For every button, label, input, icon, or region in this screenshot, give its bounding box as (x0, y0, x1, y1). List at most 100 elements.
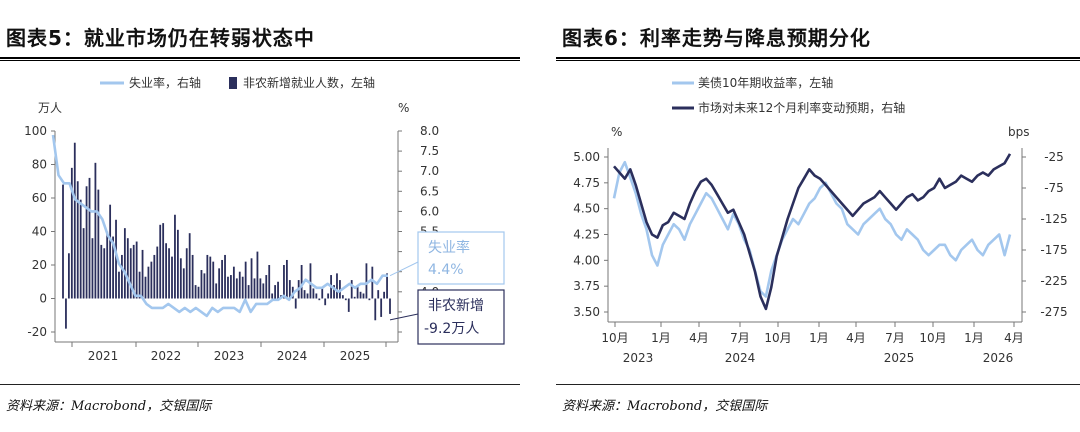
payroll-bar (374, 298, 377, 321)
payroll-bar (315, 293, 318, 299)
payroll-bar (123, 228, 126, 299)
payroll-bar (247, 285, 250, 299)
payroll-bar (82, 228, 85, 299)
left-y-tick-label: 0 (39, 292, 47, 306)
right-axis-unit: bps (1008, 125, 1030, 139)
payroll-bar (274, 285, 277, 299)
payroll-bar (115, 219, 117, 299)
annotation-value-payrolls: -9.2万人 (424, 321, 479, 337)
payroll-bar (359, 291, 362, 299)
left-y-tick-label: 20 (32, 258, 47, 272)
payroll-bar (232, 266, 235, 299)
payroll-bar (306, 293, 309, 299)
payroll-bar (141, 249, 144, 299)
payroll-bar (121, 254, 123, 299)
x-month-label: 7月 (885, 331, 905, 345)
left-y-tick-label: 60 (32, 191, 47, 205)
left-source-note: 资料来源：Macrobond，交银国际 (6, 399, 212, 414)
payroll-bar (268, 265, 271, 299)
payroll-bar (106, 231, 109, 299)
x-month-label: 1月 (964, 331, 984, 345)
payroll-bar (100, 244, 103, 299)
yield-line (612, 160, 1012, 298)
payroll-bar (182, 268, 185, 299)
x-tick-label: 2025 (340, 349, 371, 363)
annotation-leader-unemployment (389, 261, 419, 277)
left-axis-unit: % (611, 125, 622, 139)
payroll-bar (159, 224, 162, 299)
payroll-bar (241, 276, 244, 299)
payroll-bar (76, 181, 79, 299)
payroll-bar (259, 278, 262, 299)
payroll-bar (371, 266, 374, 299)
payroll-bar (365, 263, 368, 299)
payroll-bar (162, 223, 165, 299)
payroll-bar (109, 204, 112, 299)
payroll-bar (356, 286, 359, 299)
payroll-bar (185, 248, 188, 299)
payroll-bar (341, 295, 344, 299)
payroll-bar (79, 199, 82, 299)
x-month-label: 4月 (1004, 331, 1024, 345)
payroll-bar (294, 298, 297, 309)
payroll-bar (224, 254, 226, 299)
payroll-bar (386, 273, 388, 299)
payroll-bar (118, 271, 120, 299)
payroll-bar (235, 278, 238, 299)
left-title-rule-thin (0, 60, 520, 61)
payroll-bar (70, 167, 73, 299)
payroll-bar (97, 189, 100, 299)
right-y-tick-label: 7.0 (420, 164, 439, 178)
right-chart-panel: 图表6：利率走势与降息预期分化 美债10年期收益率，左轴 市场对未来12个月利率变… (556, 0, 1080, 432)
payroll-bar (67, 253, 70, 299)
payroll-bar (336, 273, 338, 299)
annotation-box-unemployment (417, 231, 505, 285)
payroll-bar (262, 283, 265, 299)
payroll-bar (244, 261, 247, 299)
x-tick-label: 2023 (214, 349, 245, 363)
payroll-bar (283, 265, 285, 299)
payroll-bar (197, 286, 200, 299)
payroll-bar (179, 258, 182, 299)
payroll-bar (238, 271, 241, 299)
annotation-label-payrolls: 非农新增 (428, 298, 484, 314)
payroll-bar (165, 243, 168, 299)
payroll-bar (200, 270, 203, 299)
left-bottom-rule (0, 384, 520, 385)
payroll-bar (65, 298, 67, 329)
payroll-bar (389, 298, 391, 314)
x-month-label: 1月 (809, 331, 829, 345)
payroll-bar (377, 290, 380, 299)
payroll-bar (277, 281, 279, 299)
right-y-tick-label: -75 (1044, 181, 1064, 195)
left-y-tick-label: 40 (32, 225, 47, 239)
right-title-rule-thin (556, 60, 1080, 61)
payroll-bar (383, 291, 386, 299)
left-title-rule (0, 57, 520, 59)
payroll-bar (103, 248, 106, 299)
payroll-bar (212, 261, 215, 299)
payroll-bar (215, 283, 218, 299)
right-y-tick-label: 7.5 (420, 144, 439, 158)
left-y-tick-label: -20 (27, 325, 47, 339)
left-y-tick-label: 4.25 (573, 228, 600, 242)
payroll-bar (138, 271, 141, 299)
x-month-label: 10月 (601, 331, 628, 345)
payroll-bar (318, 298, 321, 301)
payroll-bar (112, 236, 114, 299)
left-y-tick-label: 5.00 (573, 150, 600, 164)
right-y-tick-label: -25 (1044, 150, 1064, 164)
payroll-bar (174, 214, 176, 299)
left-chart-title: 图表5：就业市场仍在转弱状态中 (6, 26, 315, 50)
x-year-label: 2026 (983, 351, 1014, 365)
right-y-tick-label: -125 (1040, 212, 1067, 226)
left-chart-panel: 图表5：就业市场仍在转弱状态中 失业率，右轴 非农新增就业人数，左轴 万人% 100 8… (0, 0, 520, 432)
legend-label-expectation: 市场对未来12个月利率变动预期，右轴 (698, 100, 905, 115)
expectation-line (613, 153, 1012, 311)
payroll-bar (256, 251, 259, 299)
payroll-bar (176, 229, 179, 299)
x-month-label: 7月 (730, 331, 750, 345)
payroll-bar (221, 259, 223, 299)
